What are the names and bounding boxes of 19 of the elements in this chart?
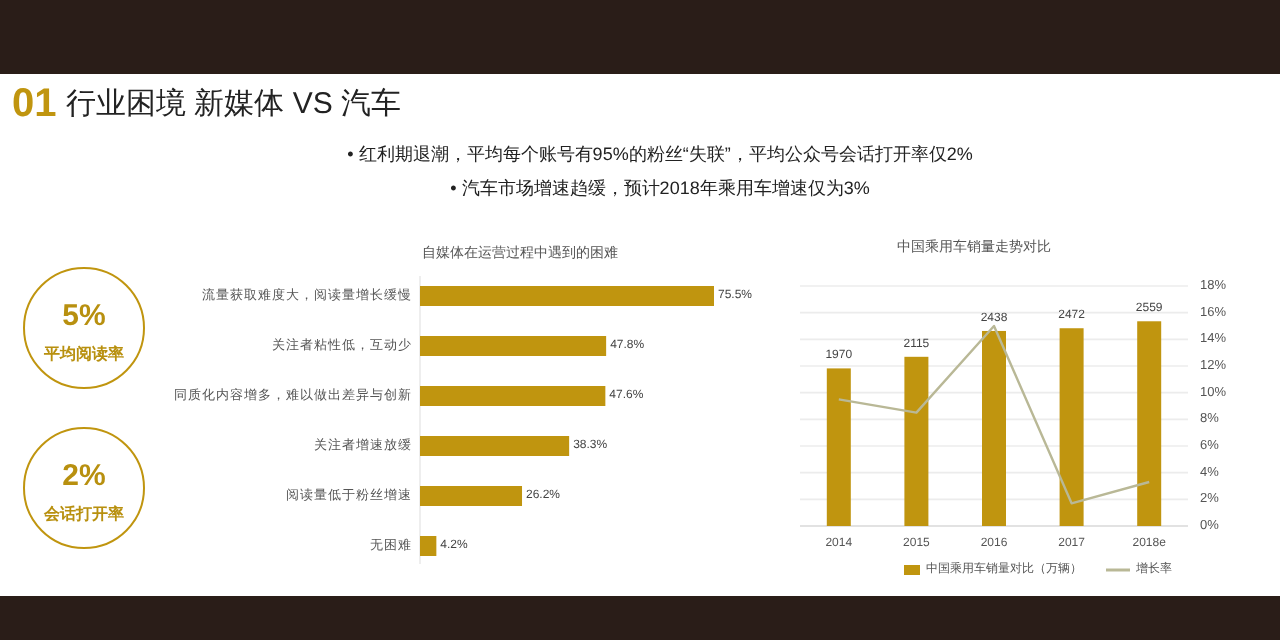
- text: • 红利期退潮，平均每个账号有95%的粉丝“失联”，平均公众号会话打开率仅2%: [347, 144, 973, 164]
- text: 会话打开率: [42, 503, 124, 523]
- bar: [982, 330, 1006, 526]
- text: 5%: [62, 299, 106, 333]
- bar: [420, 436, 570, 456]
- bar: [1137, 321, 1162, 526]
- text: 01: [12, 82, 57, 126]
- text: 平均阅读率: [42, 343, 124, 363]
- bar: [826, 368, 851, 526]
- bar: [420, 336, 607, 356]
- bar: [420, 536, 437, 556]
- bar: [904, 356, 929, 526]
- bar: [420, 486, 523, 506]
- text: 2%: [62, 459, 106, 493]
- bar: [1059, 328, 1084, 526]
- bar: [420, 386, 606, 406]
- text: 行业困境 新媒体 VS 汽车: [66, 87, 402, 121]
- bar: [420, 286, 714, 306]
- text: • 汽车市场增速趋缓，预计2018年乘用车增速仅为3%: [450, 178, 870, 198]
